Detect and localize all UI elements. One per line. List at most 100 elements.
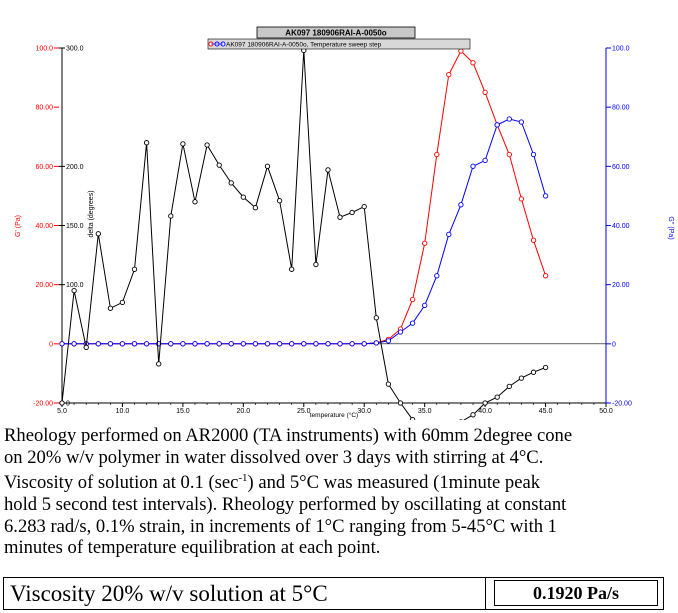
series-line — [62, 118, 547, 345]
series-line — [61, 50, 546, 420]
data-point — [337, 341, 343, 347]
data-point — [252, 341, 259, 347]
caption-line-3-sup: -1 — [238, 472, 248, 485]
data-point — [458, 48, 464, 54]
data-point — [240, 194, 246, 200]
x-tick-label: 20.0 — [237, 408, 251, 415]
data-point — [83, 344, 89, 351]
delta-tick-label: 0 — [66, 401, 70, 408]
gp-tick-label: 60.00 — [35, 164, 53, 171]
rheology-caption: Rheology performed on AR2000 (TA instrum… — [4, 425, 672, 559]
data-point — [180, 341, 186, 347]
caption-line-2: on 20% w/v polymer in water dissolved ov… — [4, 446, 544, 468]
data-point — [228, 341, 234, 347]
gpp-tick-label: 60.00 — [612, 164, 630, 171]
data-point — [313, 341, 319, 347]
data-point — [422, 302, 428, 309]
delta-axis-label: delta (degrees) — [88, 190, 95, 237]
data-point — [204, 341, 210, 347]
gpp-tick-label: 0 — [612, 341, 616, 348]
legend-label: AK097 180906RAI-A-0050o, Temperature swe… — [226, 42, 382, 49]
data-point — [337, 214, 343, 220]
data-point — [204, 142, 210, 148]
data-point — [143, 140, 150, 146]
data-point — [252, 205, 259, 211]
data-point — [119, 341, 126, 347]
data-point — [107, 305, 114, 311]
data-point — [59, 341, 65, 347]
data-point — [168, 213, 174, 219]
data-point — [373, 315, 379, 321]
x-tick-label: 15.0 — [176, 408, 190, 415]
gpp-tick-label: -20.00 — [612, 401, 632, 408]
gp-tick-label: 40.00 — [35, 223, 53, 230]
data-point — [168, 341, 174, 347]
viscosity-table: Viscosity 20% w/v solution at 5°C 0.1920… — [3, 577, 664, 610]
data-point — [542, 193, 549, 199]
data-point — [325, 341, 331, 347]
data-point — [301, 341, 307, 347]
data-point — [59, 400, 65, 406]
data-point — [422, 240, 428, 246]
data-point — [470, 60, 476, 66]
gp-axis-label: G' (Pa) — [15, 215, 22, 237]
gpp-tick-label: 40.00 — [612, 223, 630, 230]
data-point — [482, 89, 488, 96]
data-point — [240, 341, 246, 347]
data-point — [325, 167, 331, 173]
rheology-chart: 5.0 10.0 15.0 20.0 25.0 30.0 35.0 40.0 45.0 50.0-… — [15, 26, 674, 420]
data-point — [470, 412, 476, 418]
x-tick-label: 25.0 — [297, 408, 311, 415]
delta-tick-label: 200.0 — [66, 164, 84, 171]
data-point — [192, 341, 198, 347]
data-point — [397, 329, 404, 335]
gpp-tick-label: 20.00 — [612, 282, 630, 289]
data-point — [71, 287, 77, 294]
data-point — [361, 203, 367, 210]
data-point — [397, 400, 404, 406]
gpp-axis-label: G'' (Pa) — [667, 216, 674, 239]
caption-line-3-post: ) and 5°C was measured (1minute peak — [247, 472, 540, 494]
x-tick-label: 35.0 — [418, 408, 432, 415]
data-point — [131, 266, 138, 272]
caption-line-3-pre: Viscosity of solution at 0.1 (sec — [4, 472, 239, 494]
x-tick-label: 45.0 — [539, 408, 553, 415]
labels-layer: 5.0 10.0 15.0 20.0 25.0 30.0 35.0 40.0 45.0 50.0-… — [15, 26, 674, 419]
data-point — [313, 261, 319, 268]
data-point — [143, 341, 150, 347]
caption-line-3: Viscosity of solution at 0.1 (sec-1) and… — [4, 468, 672, 494]
caption-line-5: 6.283 rad/s, 0.1% strain, in increments … — [4, 515, 557, 537]
data-point — [373, 340, 379, 346]
caption-line-4: hold 5 second test intervals). Rheology … — [4, 493, 567, 515]
data-point — [264, 341, 271, 347]
data-point — [71, 341, 77, 347]
data-point — [518, 119, 525, 125]
data-point — [95, 231, 101, 237]
data-point — [156, 361, 162, 367]
data-point — [289, 266, 295, 272]
title-box — [256, 26, 416, 39]
data-point — [506, 383, 512, 390]
data-point — [542, 273, 549, 279]
x-tick-label: 5.0 — [57, 408, 67, 415]
gp-tick-label: 80.00 — [35, 105, 53, 112]
data-point — [458, 202, 464, 208]
series-layer — [59, 47, 549, 420]
data-point — [518, 375, 525, 381]
data-point — [107, 341, 114, 347]
series-line — [62, 50, 547, 345]
viscosity-value: 0.1920 Pa/s — [494, 580, 658, 606]
data-point — [228, 180, 234, 186]
data-point — [494, 394, 500, 400]
data-point — [131, 341, 138, 347]
data-point — [276, 198, 283, 204]
caption-line-6: minutes of temperature equilibration at … — [4, 537, 381, 559]
caption-line-1: Rheology performed on AR2000 (TA instrum… — [4, 425, 573, 446]
data-point — [216, 341, 222, 347]
data-point — [482, 400, 488, 406]
data-point — [95, 341, 101, 347]
data-point — [494, 122, 500, 128]
gpp-tick-label: 80.00 — [612, 105, 630, 112]
x-tick-label: 10.0 — [116, 408, 130, 415]
gp-tick-label: 0 — [49, 341, 53, 348]
